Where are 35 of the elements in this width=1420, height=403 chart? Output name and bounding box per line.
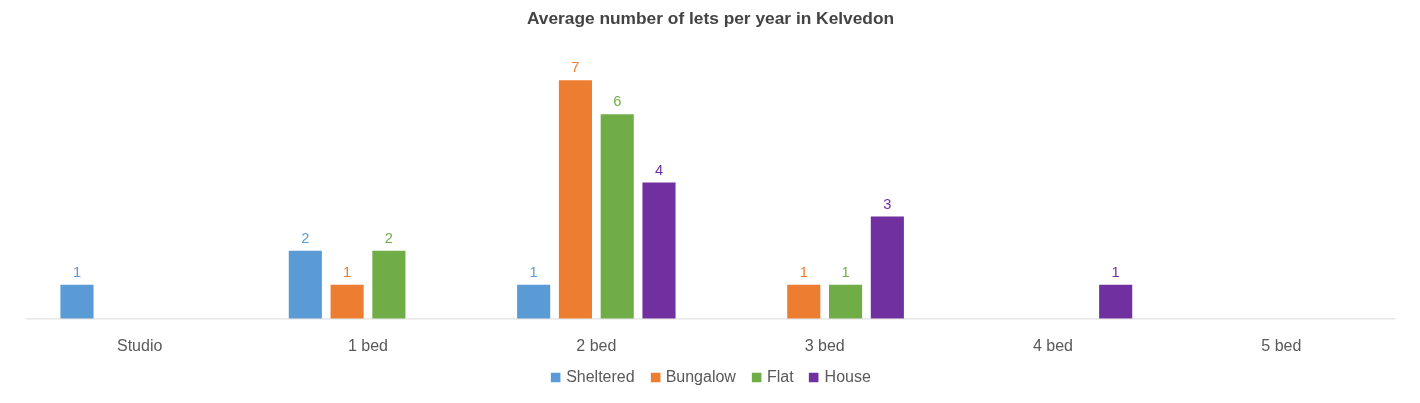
data-label: 1	[799, 263, 808, 280]
legend-label: Sheltered	[566, 368, 635, 386]
legend-label: House	[824, 368, 871, 386]
data-label: 7	[571, 59, 580, 76]
data-label: 4	[654, 161, 664, 178]
x-tick-label: 5 bed	[1261, 336, 1302, 354]
data-label: 2	[301, 229, 310, 246]
data-label: 1	[841, 263, 850, 280]
x-tick-label: 4 bed	[1032, 336, 1074, 354]
data-label: 3	[883, 195, 892, 212]
bar	[372, 250, 406, 319]
bar	[870, 216, 904, 319]
bar	[642, 182, 676, 319]
bar	[517, 284, 551, 319]
x-tick-label: Studio	[116, 336, 163, 354]
legend-label: Bungalow	[665, 368, 736, 386]
bar	[60, 284, 94, 319]
bar	[288, 250, 322, 319]
data-label: 1	[343, 263, 352, 280]
data-label: 1	[72, 263, 82, 280]
legend-label: Flat	[766, 368, 794, 386]
data-label: 6	[613, 93, 622, 110]
x-tick-label: 1 bed	[347, 336, 389, 354]
bar	[558, 80, 592, 319]
chart-title: Average number of lets per year in Kelvedon	[526, 7, 895, 28]
x-tick-label: 2 bed	[576, 336, 617, 354]
bar	[787, 284, 821, 319]
bar	[600, 114, 634, 319]
bar	[829, 284, 863, 319]
data-label: 1	[529, 263, 538, 280]
data-label: 1	[1111, 263, 1120, 280]
data-label: 2	[384, 229, 393, 246]
x-tick-label: 3 bed	[804, 336, 845, 354]
bar	[1099, 284, 1133, 319]
bar	[330, 284, 364, 319]
